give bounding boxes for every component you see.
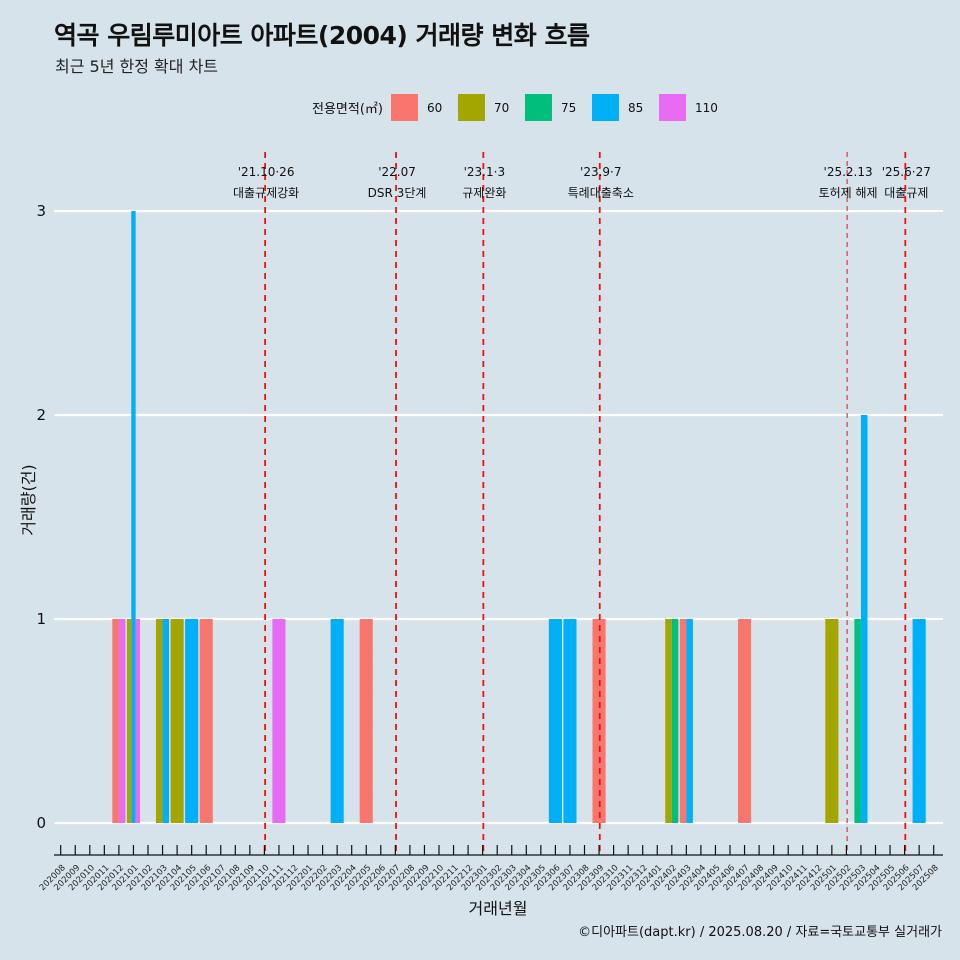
- bar-202503-75: [854, 619, 861, 823]
- legend-item-75: 75: [524, 94, 592, 121]
- bar-202403-60: [679, 619, 687, 823]
- y-tick-label: 1: [36, 610, 46, 628]
- legend-swatch-60: [390, 94, 418, 121]
- legend-swatch-70: [457, 94, 485, 121]
- event-lines: [264, 152, 907, 855]
- y-tick-label: 0: [36, 814, 46, 832]
- bars: [112, 211, 926, 823]
- bar-202309-60: [592, 619, 606, 823]
- x-axis: 2020082020092020102020112020122021012021…: [38, 845, 943, 893]
- event-date: '23.1·3: [464, 165, 505, 179]
- bar-202407-60: [738, 619, 752, 823]
- bar-202402-70: [665, 619, 672, 823]
- event-date: '25.6·27: [882, 165, 931, 179]
- legend-item-110: 110: [658, 94, 726, 121]
- bar-202501-70: [825, 619, 839, 823]
- event-annotations: '21.10·26 대출규제강화 '22.07 DSR 3단계 '23.1·3 규제완화 '…: [233, 165, 931, 200]
- event-date: '22.07: [378, 165, 416, 179]
- x-axis-title: 거래년월: [469, 899, 528, 918]
- bar-202402-75: [671, 619, 679, 823]
- y-tick-label: 2: [36, 406, 46, 424]
- bar-202105-85: [185, 619, 199, 823]
- chart-subtitle: 최근 5년 한정 확대 차트: [55, 57, 219, 76]
- bar-202101-85: [131, 211, 136, 823]
- event-label: 특례대출축소: [568, 186, 634, 200]
- legend-title: 전용면적(㎡): [312, 102, 383, 117]
- bar-202205-60: [359, 619, 373, 823]
- bar-202403-85: [686, 619, 693, 823]
- bar-202507-85: [912, 619, 926, 823]
- bar-202101-110: [135, 619, 140, 823]
- bar-202203-85: [330, 619, 344, 823]
- legend-label-70: 70: [493, 100, 510, 115]
- bar-202503-85: [860, 415, 868, 823]
- legend-item-70: 70: [457, 94, 525, 121]
- bar-202103-85: [162, 619, 170, 823]
- event-label: DSR 3단계: [368, 186, 427, 200]
- legend-label-60: 60: [426, 100, 443, 115]
- y-tick-label: 3: [36, 202, 46, 220]
- event-label: 토허제 해제: [819, 186, 878, 200]
- event-label: 대출규제: [884, 186, 928, 200]
- bar-202012-60: [112, 619, 119, 823]
- legend-label-85: 85: [627, 100, 644, 115]
- y-axis: 0 1 2 3: [36, 202, 46, 832]
- legend-item-85: 85: [591, 94, 659, 121]
- bar-202103-70: [156, 619, 163, 823]
- event-date: '25.2.13: [824, 165, 873, 179]
- legend: 전용면적(㎡) 60 70 75 85 110: [312, 94, 726, 121]
- bar-202106-60: [199, 619, 213, 823]
- event-label: 규제완화: [462, 186, 506, 200]
- legend-swatch-85: [591, 94, 619, 121]
- chart-title: 역곡 우림루미아트 아파트(2004) 거래량 변화 흐름: [54, 21, 590, 50]
- bar-202012-110: [118, 619, 126, 823]
- bar-202101-70: [126, 619, 132, 823]
- source-caption: ©디아파트(dapt.kr) / 2025.08.20 / 자료=국토교통부 실…: [578, 925, 942, 940]
- legend-swatch-75: [524, 94, 552, 121]
- event-label: 대출규제강화: [233, 186, 299, 200]
- legend-label-110: 110: [694, 100, 718, 115]
- bar-202111-110: [272, 619, 286, 823]
- bar-202306-85: [548, 619, 562, 823]
- bar-202307-85: [563, 619, 577, 823]
- bar-202104-70: [170, 619, 184, 823]
- legend-swatch-110: [658, 94, 686, 121]
- y-axis-title: 거래량(건): [19, 464, 38, 535]
- event-date: '21.10·26: [238, 165, 295, 179]
- event-date: '23.9·7: [580, 165, 621, 179]
- legend-label-75: 75: [560, 100, 577, 115]
- legend-item-60: 60: [390, 94, 458, 121]
